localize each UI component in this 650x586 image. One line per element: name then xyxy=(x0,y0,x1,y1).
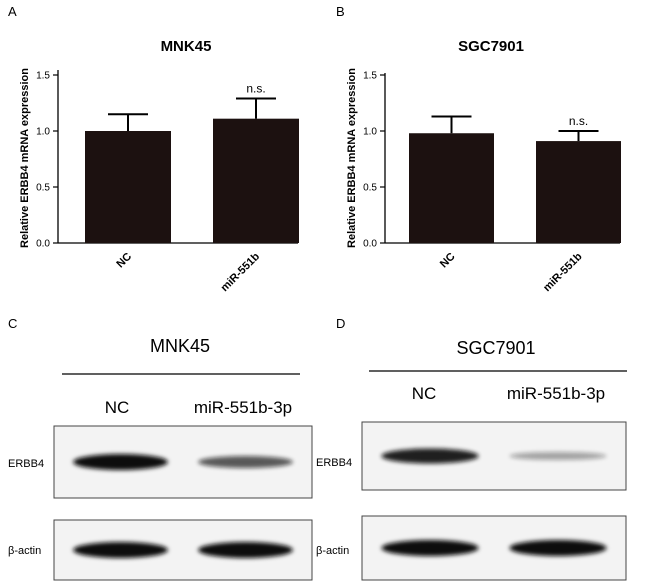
panel-letter-c: C xyxy=(8,316,17,331)
y-tick-label: 1.5 xyxy=(36,71,50,82)
bands-actin-d xyxy=(381,540,607,556)
panel-letter-a: A xyxy=(8,4,17,19)
blot-band xyxy=(381,448,479,464)
chart-title-b: SGC7901 xyxy=(458,38,524,55)
y-tick-label: 1.0 xyxy=(36,127,50,138)
bar-nc-a xyxy=(85,131,171,243)
y-tick-label: 0.0 xyxy=(363,239,377,250)
bar-nc-b xyxy=(409,133,494,243)
y-tick-label: 0.5 xyxy=(363,183,377,194)
y-tick-label: 0.5 xyxy=(36,183,50,194)
significance-label: n.s. xyxy=(246,82,265,96)
x-labels-a: NC miR-551b xyxy=(114,250,262,294)
bands-erbb4-d xyxy=(381,448,607,464)
y-tick-label: 0.0 xyxy=(36,239,50,250)
panel-c: C MNK45 NC miR-551b-3p ERBB4 β-actin xyxy=(8,316,313,581)
chart-title-a: MNK45 xyxy=(161,38,212,55)
blot-band xyxy=(73,454,168,470)
blot-band xyxy=(198,542,293,558)
y-ticks-b: 0.0 0.5 1.0 1.5 xyxy=(363,71,385,250)
x-category-label: NC xyxy=(114,251,134,271)
blot-band xyxy=(381,540,479,556)
x-labels-b: NC miR-551b xyxy=(438,250,585,294)
panel-b: B SGC7901 Relative ERBB4 mRNA expression… xyxy=(336,4,621,294)
blot-band xyxy=(73,542,168,558)
x-category-label: NC xyxy=(438,251,458,271)
blot-title-c: MNK45 xyxy=(150,336,210,356)
bar-mir-b xyxy=(536,141,621,243)
significance-label: n.s. xyxy=(569,114,588,128)
blot-band xyxy=(509,540,607,556)
row-label-erbb4-c: ERBB4 xyxy=(8,458,44,470)
y-tick-label: 1.0 xyxy=(363,127,377,138)
panel-letter-d: D xyxy=(336,316,345,331)
lane-label-mir-d: miR-551b-3p xyxy=(507,384,605,403)
bands-erbb4-c xyxy=(73,454,293,470)
blot-band xyxy=(198,456,293,468)
blot-title-d: SGC7901 xyxy=(456,338,535,358)
panel-a: A MNK45 Relative ERBB4 mRNA expression 0… xyxy=(8,4,299,294)
row-label-actin-c: β-actin xyxy=(8,545,41,557)
row-label-erbb4-d: ERBB4 xyxy=(316,457,352,469)
bar-mir-a xyxy=(213,118,299,243)
lane-label-nc-d: NC xyxy=(412,384,437,403)
y-tick-label: 1.5 xyxy=(363,71,377,82)
y-ticks-a: 0.0 0.5 1.0 1.5 xyxy=(36,71,58,250)
y-axis-label-b: Relative ERBB4 mRNA expression xyxy=(346,68,358,248)
blot-band xyxy=(509,452,607,460)
lane-label-mir-c: miR-551b-3p xyxy=(194,398,292,417)
x-category-label: miR-551b xyxy=(219,250,263,294)
lane-label-nc-c: NC xyxy=(105,398,130,417)
panel-d: D SGC7901 NC miR-551b-3p ERBB4 β-actin xyxy=(316,316,627,581)
x-category-label: miR-551b xyxy=(541,250,585,294)
bands-actin-c xyxy=(73,542,293,558)
row-label-actin-d: β-actin xyxy=(316,545,349,557)
panel-letter-b: B xyxy=(336,4,345,19)
bars-a: n.s. xyxy=(85,82,299,243)
bars-b: n.s. xyxy=(409,114,621,243)
y-axis-label-a: Relative ERBB4 mRNA expression xyxy=(19,68,31,248)
